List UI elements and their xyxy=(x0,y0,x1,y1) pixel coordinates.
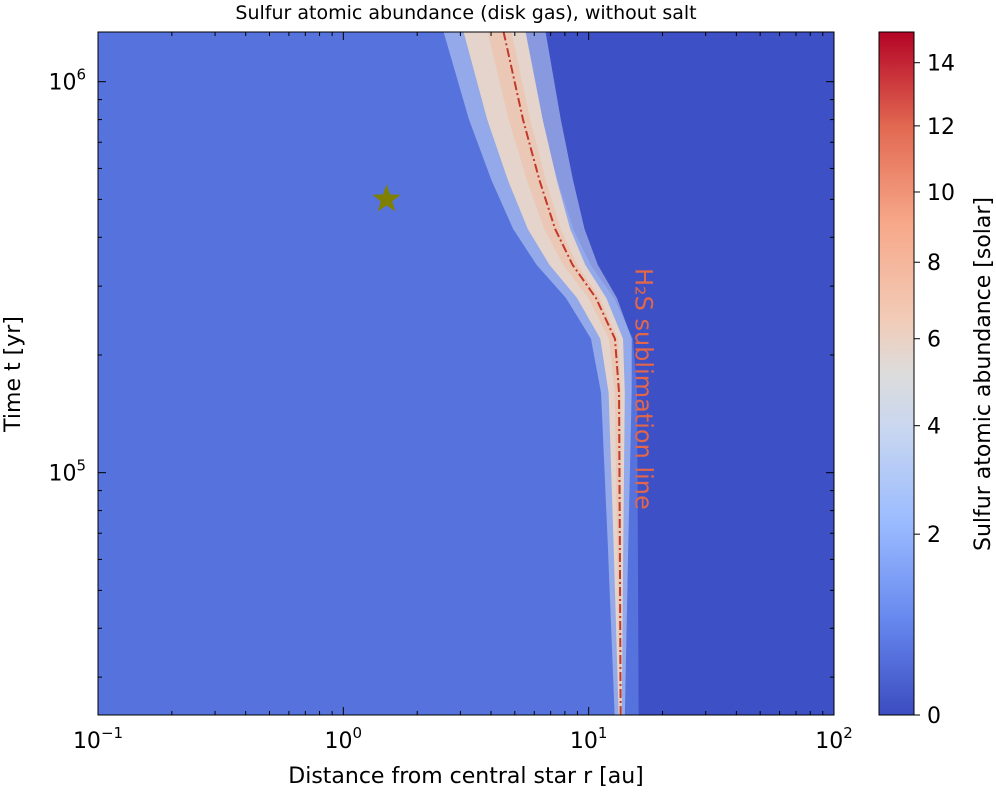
y-tick-label: 106 xyxy=(48,66,86,96)
x-tick-label: 101 xyxy=(570,724,608,754)
colorbar-ticks: 0 2 4 6 8 10 12 14 xyxy=(914,52,955,729)
x-tick-label: 100 xyxy=(325,724,363,754)
colorbar-label: Sulfur atomic abundance [solar] xyxy=(971,197,996,551)
outer-region xyxy=(521,32,834,715)
y-tick-label: 105 xyxy=(48,457,86,487)
enhanced-band xyxy=(463,32,625,715)
colorbar-tick-label: 14 xyxy=(927,52,955,77)
colorbar xyxy=(878,31,915,716)
x-axis-label: Distance from central star r [au] xyxy=(288,764,643,789)
chart-title: Sulfur atomic abundance (disk gas), with… xyxy=(235,2,696,24)
colorbar-tick-label: 6 xyxy=(927,328,941,353)
colorbar-tick-label: 8 xyxy=(927,251,941,276)
colorbar-tick-label: 12 xyxy=(927,115,955,140)
colorbar-tick-label: 10 xyxy=(927,181,955,206)
colorbar-tick-label: 0 xyxy=(927,704,941,729)
y-axis-label: Time t [yr] xyxy=(1,316,26,433)
x-axis-ticks: 10−1 100 101 102 xyxy=(73,32,853,754)
heatmap-area xyxy=(98,32,834,715)
colorbar-tick-label: 4 xyxy=(927,415,941,440)
x-tick-label: 10−1 xyxy=(73,724,123,754)
x-tick-label: 102 xyxy=(815,724,853,754)
sublimation-line xyxy=(502,32,622,715)
plot-frame xyxy=(97,31,835,716)
sublimation-line-label: H₂S sublimation line xyxy=(630,268,658,510)
star-marker xyxy=(372,184,401,212)
colorbar-tick-label: 2 xyxy=(927,523,941,548)
y-axis-ticks: 105 106 xyxy=(48,66,834,678)
